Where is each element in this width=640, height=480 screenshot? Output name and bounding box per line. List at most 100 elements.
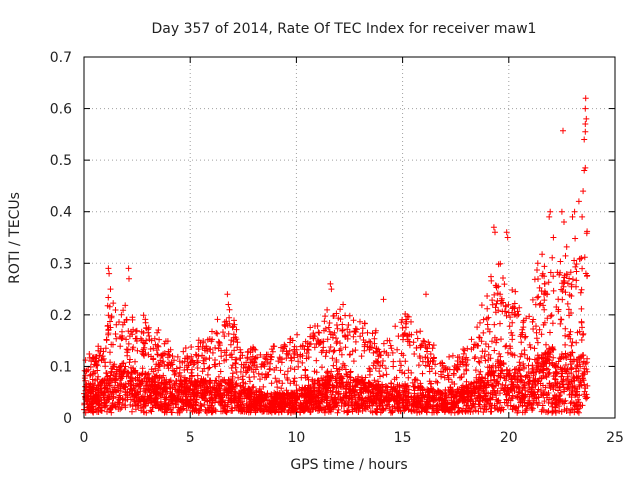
data-point-marker (372, 329, 379, 336)
data-point-marker (347, 368, 354, 375)
data-point-marker (380, 372, 387, 379)
data-point-marker (562, 362, 569, 368)
data-point-marker (488, 277, 495, 284)
data-point-marker (212, 408, 219, 415)
data-point-marker (517, 362, 524, 369)
data-point-marker (529, 362, 536, 369)
data-point-marker (555, 296, 562, 303)
data-point-marker (87, 371, 94, 378)
data-point-marker (257, 351, 264, 358)
data-point-marker (327, 331, 334, 338)
data-point-marker (324, 306, 331, 313)
data-point-marker (226, 320, 233, 327)
data-point-marker (152, 385, 159, 392)
data-point-marker (550, 234, 557, 241)
data-point-marker (260, 407, 267, 414)
data-point-marker (408, 403, 415, 409)
data-point-marker (457, 374, 463, 381)
data-point-marker (461, 371, 467, 377)
data-point-marker (564, 300, 571, 307)
data-point-marker (225, 330, 232, 337)
data-point-marker (341, 394, 348, 401)
data-point-marker (489, 297, 496, 304)
data-point-marker (339, 327, 346, 333)
data-point-marker (199, 382, 206, 389)
data-point-marker (545, 408, 552, 414)
data-point-marker (437, 389, 444, 396)
data-point-marker (563, 368, 570, 374)
data-point-marker (291, 378, 298, 385)
data-point-marker (353, 326, 360, 333)
data-point-marker (380, 296, 387, 303)
data-point-marker (584, 228, 591, 235)
data-point-marker (549, 346, 556, 353)
data-point-marker (253, 387, 259, 394)
data-point-marker (194, 372, 201, 379)
x-tick-label: 20 (500, 430, 518, 446)
data-point-marker (134, 370, 141, 377)
data-point-marker (503, 312, 510, 319)
data-point-marker (305, 382, 312, 389)
data-point-marker (235, 374, 242, 381)
data-point-marker (331, 347, 338, 354)
data-point-marker (328, 395, 335, 402)
data-point-marker (519, 329, 526, 336)
data-point-marker (295, 363, 302, 370)
data-point-marker (574, 408, 581, 415)
data-point-marker (505, 397, 512, 404)
data-point-marker (169, 409, 175, 416)
data-point-marker (216, 360, 223, 367)
data-point-marker (200, 357, 207, 364)
data-point-marker (501, 385, 508, 392)
data-point-marker (468, 336, 475, 343)
data-point-marker (113, 366, 120, 373)
data-point-marker (583, 115, 590, 122)
data-point-marker (475, 380, 482, 387)
data-point-marker (530, 369, 537, 376)
data-point-marker (366, 365, 373, 372)
data-point-marker (247, 409, 254, 416)
data-point-marker (233, 356, 240, 363)
data-point-marker (298, 387, 305, 394)
x-tick-label: 0 (80, 430, 89, 446)
data-point-marker (209, 409, 215, 416)
data-point-marker (213, 329, 220, 336)
data-point-marker (405, 374, 412, 381)
data-point-marker (571, 257, 578, 264)
data-point-marker (507, 343, 513, 350)
data-point-marker (151, 389, 158, 396)
data-point-marker (237, 393, 244, 399)
data-point-marker (209, 349, 216, 356)
data-point-marker (471, 403, 478, 410)
data-point-marker (284, 368, 291, 375)
data-point-marker (344, 326, 351, 333)
data-point-marker (543, 374, 550, 381)
data-point-marker (419, 395, 426, 401)
axis-tick-labels: 0 5 10 15 20 25 0 0.1 0.2 0.3 0.4 0.5 0.6 0.7 (50, 50, 624, 446)
data-point-marker (134, 402, 141, 409)
data-point-marker (283, 355, 290, 362)
data-point-marker (171, 357, 177, 364)
data-point-marker (264, 391, 271, 398)
data-point-marker (258, 402, 265, 409)
data-point-marker (507, 402, 514, 409)
data-point-marker (99, 379, 106, 386)
data-point-marker (278, 344, 284, 351)
data-point-marker (459, 391, 466, 398)
data-point-marker (102, 403, 109, 410)
data-point-marker (272, 391, 279, 397)
data-point-marker (105, 389, 112, 396)
data-point-marker (214, 330, 221, 337)
x-axis-label: GPS time / hours (290, 457, 407, 473)
data-point-marker (432, 361, 439, 368)
data-point-marker (362, 395, 369, 402)
data-point-marker (399, 316, 406, 323)
data-point-marker (168, 392, 175, 399)
data-point-marker (484, 321, 491, 328)
data-point-marker (350, 333, 357, 340)
data-point-marker (424, 348, 430, 355)
data-point-marker (568, 378, 575, 385)
data-point-marker (358, 402, 365, 408)
data-point-marker (553, 402, 560, 408)
data-point-marker (504, 370, 511, 377)
